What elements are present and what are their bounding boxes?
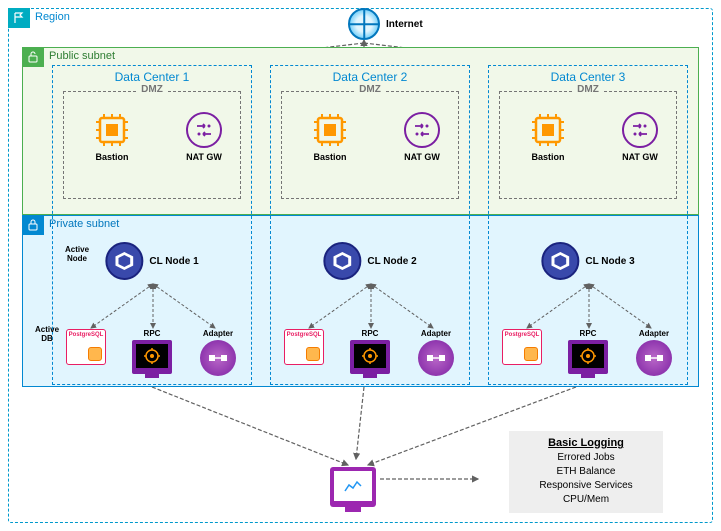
postgresql-icon: PostgreSQL	[502, 329, 542, 365]
postgresql-service: PostgreSQL	[498, 329, 546, 378]
dmz-box: DMZBastionNAT GW	[499, 91, 677, 199]
data-center-2: Data Center 2DMZ Bastion NAT GW CL Node 2 Po…	[270, 65, 470, 385]
logging-item: CPU/Mem	[519, 493, 653, 507]
dmz-label: DMZ	[355, 84, 385, 95]
chainlink-icon	[323, 242, 361, 280]
nat-gateway: NAT GW	[164, 112, 244, 162]
cl-node: CL Node 1	[105, 242, 198, 280]
natgw-label: NAT GW	[382, 152, 462, 162]
logging-item: Errored Jobs	[519, 451, 653, 465]
natgw-icon	[186, 112, 222, 148]
natgw-icon	[622, 112, 658, 148]
chainlink-icon	[541, 242, 579, 280]
rpc-monitor-icon	[132, 340, 172, 374]
adapter-icon	[636, 340, 672, 376]
rpc-service: RPC	[564, 329, 612, 378]
cl-node-label: CL Node 3	[585, 256, 634, 267]
logging-box: Basic Logging Errored Jobs ETH Balance R…	[509, 431, 663, 513]
service-row: PostgreSQL RPC Adapter	[489, 329, 687, 378]
rpc-service: RPC	[128, 329, 176, 378]
logging-item: ETH Balance	[519, 465, 653, 479]
natgw-label: NAT GW	[600, 152, 680, 162]
cl-node: CL Node 2	[323, 242, 416, 280]
public-subnet-badge-icon	[22, 47, 44, 67]
bastion: Bastion	[72, 112, 152, 162]
dc-label: Data Center 3	[489, 70, 687, 84]
natgw-icon	[404, 112, 440, 148]
service-row: PostgreSQL RPC Adapter	[53, 329, 251, 378]
adapter-service: Adapter	[630, 329, 678, 378]
bastion: Bastion	[290, 112, 370, 162]
private-subnet-badge-icon	[22, 215, 44, 235]
dmz-label: DMZ	[137, 84, 167, 95]
dc-label: Data Center 2	[271, 70, 469, 84]
nat-gateway: NAT GW	[600, 112, 680, 162]
cl-node-label: CL Node 2	[367, 256, 416, 267]
bastion-icon	[94, 112, 130, 148]
bastion-label: Bastion	[72, 152, 152, 162]
private-dc-content: CL Node 2 PostgreSQL RPC Adapter	[271, 234, 469, 384]
logging-item: Responsive Services	[519, 479, 653, 493]
postgresql-service: PostgreSQL	[280, 329, 328, 378]
service-row: PostgreSQL RPC Adapter	[271, 329, 469, 378]
private-dc-content: ActiveNodeCL Node 1ActiveDBPostgreSQLRPC…	[53, 234, 251, 384]
postgresql-icon: PostgreSQL	[66, 329, 106, 365]
internet-label: Internet	[386, 19, 423, 30]
cl-service-arrows	[53, 282, 253, 332]
adapter-icon	[200, 340, 236, 376]
dmz-label: DMZ	[573, 84, 603, 95]
postgresql-icon: PostgreSQL	[284, 329, 324, 365]
chainlink-icon	[105, 242, 143, 280]
private-dc-content: CL Node 3 PostgreSQL RPC Adapter	[489, 234, 687, 384]
natgw-label: NAT GW	[164, 152, 244, 162]
dc-label: Data Center 1	[53, 70, 251, 84]
bastion: Bastion	[508, 112, 588, 162]
bastion-icon	[312, 112, 348, 148]
data-center-3: Data Center 3DMZ Bastion NAT GW CL Node 3 Po…	[488, 65, 688, 385]
adapter-label: Adapter	[630, 329, 678, 338]
dmz-box: DMZBastionNAT GW	[63, 91, 241, 199]
adapter-icon	[418, 340, 454, 376]
rpc-monitor-icon	[350, 340, 390, 374]
adapter-label: Adapter	[194, 329, 242, 338]
cl-node: CL Node 3	[541, 242, 634, 280]
data-center-1: Data Center 1DMZ Bastion NAT GW ActiveNode C…	[52, 65, 252, 385]
rpc-monitor-icon	[568, 340, 608, 374]
rpc-label: RPC	[346, 329, 394, 338]
internet-icon	[348, 8, 380, 40]
rpc-label: RPC	[128, 329, 176, 338]
active-node-label: ActiveNode	[65, 246, 89, 264]
bastion-icon	[530, 112, 566, 148]
bastion-label: Bastion	[290, 152, 370, 162]
logging-monitor-icon	[330, 467, 376, 507]
cl-node-label: CL Node 1	[149, 256, 198, 267]
cl-service-arrows	[271, 282, 471, 332]
nat-gateway: NAT GW	[382, 112, 462, 162]
rpc-label: RPC	[564, 329, 612, 338]
rpc-service: RPC	[346, 329, 394, 378]
postgresql-service: PostgreSQL	[62, 329, 110, 378]
cl-service-arrows	[489, 282, 689, 332]
dmz-box: DMZBastionNAT GW	[281, 91, 459, 199]
public-subnet-label: Public subnet	[49, 50, 115, 62]
bastion-label: Bastion	[508, 152, 588, 162]
region-label: Region	[35, 11, 70, 23]
adapter-label: Adapter	[412, 329, 460, 338]
region-badge-icon	[8, 8, 30, 28]
internet-group: Internet	[348, 8, 423, 40]
adapter-service: Adapter	[412, 329, 460, 378]
adapter-service: Adapter	[194, 329, 242, 378]
logging-title: Basic Logging	[519, 437, 653, 449]
